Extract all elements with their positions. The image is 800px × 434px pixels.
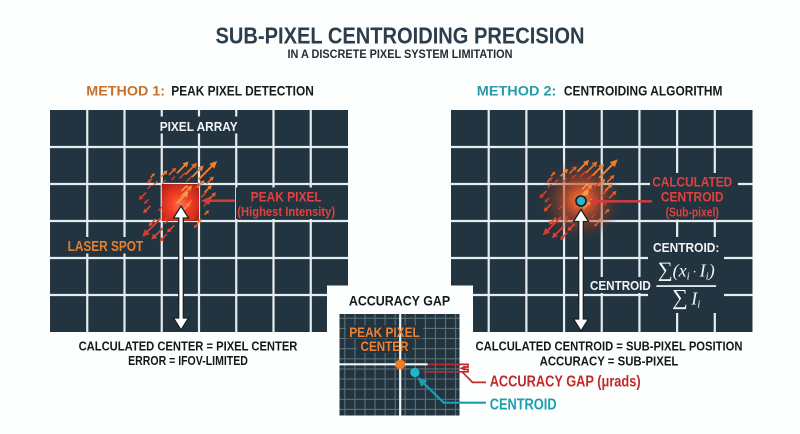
svg-text:ACCURACY GAP: ACCURACY GAP — [349, 293, 450, 309]
svg-text:CENTROIDING ALGORITHM: CENTROIDING ALGORITHM — [564, 83, 723, 99]
svg-text:PEAK PIXEL: PEAK PIXEL — [349, 324, 420, 340]
svg-text:METHOD 1:: METHOD 1: — [86, 83, 165, 99]
svg-text:CENTROID: CENTROID — [490, 396, 557, 413]
svg-text:CALCULATED CENTER = PIXEL CENT: CALCULATED CENTER = PIXEL CENTER — [79, 340, 298, 354]
svg-text:PEAK PIXEL: PEAK PIXEL — [251, 189, 322, 205]
svg-text:PEAK PIXEL DETECTION: PEAK PIXEL DETECTION — [171, 83, 313, 99]
svg-text:CALCULATED CENTROID = SUB-PIXE: CALCULATED CENTROID = SUB-PIXEL POSITION — [476, 339, 743, 353]
svg-text:LASER SPOT: LASER SPOT — [68, 238, 144, 255]
svg-text:ACCURACY = SUB-PIXEL: ACCURACY = SUB-PIXEL — [540, 354, 679, 368]
svg-text:PIXEL ARRAY: PIXEL ARRAY — [160, 119, 238, 134]
svg-text:ERROR = IFOV-LIMITED: ERROR = IFOV-LIMITED — [128, 354, 248, 368]
svg-text:ACCURACY GAP (μrads): ACCURACY GAP (μrads) — [490, 374, 641, 391]
svg-text:(Highest Intensity): (Highest Intensity) — [237, 204, 335, 219]
svg-text:CENTROID: CENTROID — [590, 278, 651, 293]
svg-text:METHOD 2:: METHOD 2: — [477, 83, 557, 99]
svg-text:CENTROID: CENTROID — [661, 189, 724, 205]
svg-text:∑(xi · Ii): ∑(xi · Ii) — [658, 258, 715, 283]
svg-text:(Sub-pixel): (Sub-pixel) — [666, 204, 719, 219]
svg-text:CENTER: CENTER — [361, 338, 409, 354]
svg-text:CENTROID:: CENTROID: — [653, 240, 719, 255]
svg-text:∑Ii: ∑ Ii — [672, 285, 700, 311]
svg-text:CALCULATED: CALCULATED — [652, 174, 732, 190]
svg-text:IN A DISCRETE PIXEL SYSTEM LIM: IN A DISCRETE PIXEL SYSTEM LIMITATION — [288, 47, 513, 61]
svg-text:SUB-PIXEL CENTROIDING PRECISIO: SUB-PIXEL CENTROIDING PRECISION — [216, 23, 585, 49]
